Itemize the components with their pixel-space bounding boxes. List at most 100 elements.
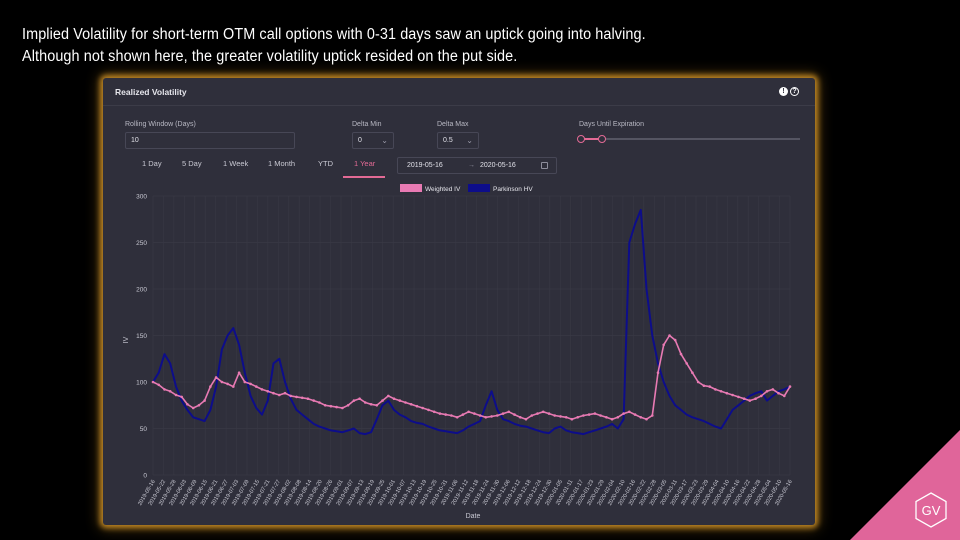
data-point-weighted-iv[interactable] xyxy=(398,399,402,402)
data-point-weighted-iv[interactable] xyxy=(352,399,356,402)
data-point-weighted-iv[interactable] xyxy=(163,388,166,391)
data-point-weighted-iv[interactable] xyxy=(364,401,367,404)
tab-1-year[interactable]: 1 Year xyxy=(354,159,376,168)
data-point-weighted-iv[interactable] xyxy=(323,404,327,407)
data-point-weighted-iv[interactable] xyxy=(513,413,516,416)
data-point-weighted-iv[interactable] xyxy=(444,413,448,416)
data-point-weighted-iv[interactable] xyxy=(622,412,625,415)
data-point-weighted-iv[interactable] xyxy=(748,399,752,402)
data-point-weighted-iv[interactable] xyxy=(157,383,160,387)
data-point-weighted-iv[interactable] xyxy=(237,371,241,375)
days-slider-handle-min[interactable] xyxy=(577,135,585,143)
series-line-weighted-iv[interactable] xyxy=(152,334,791,421)
info-icon[interactable]: ! xyxy=(779,87,788,96)
data-point-weighted-iv[interactable] xyxy=(455,416,459,419)
data-point-weighted-iv[interactable] xyxy=(576,416,579,419)
data-point-weighted-iv[interactable] xyxy=(335,405,338,409)
date-range-picker[interactable]: 2019-05-16 → 2020-05-16 xyxy=(397,157,557,174)
data-point-weighted-iv[interactable] xyxy=(191,406,195,410)
data-point-weighted-iv[interactable] xyxy=(564,416,568,419)
data-point-weighted-iv[interactable] xyxy=(260,388,264,391)
data-point-weighted-iv[interactable] xyxy=(536,412,539,415)
data-point-weighted-iv[interactable] xyxy=(702,384,706,388)
data-point-weighted-iv[interactable] xyxy=(501,412,505,415)
data-point-weighted-iv[interactable] xyxy=(691,371,694,375)
data-point-weighted-iv[interactable] xyxy=(645,417,648,421)
data-point-weighted-iv[interactable] xyxy=(318,401,321,404)
help-icon[interactable]: ? xyxy=(790,87,799,96)
data-point-weighted-iv[interactable] xyxy=(553,414,556,417)
tab-1-week[interactable]: 1 Week xyxy=(223,159,249,168)
data-point-weighted-iv[interactable] xyxy=(656,371,660,375)
data-point-weighted-iv[interactable] xyxy=(168,390,172,393)
tab-1-day[interactable]: 1 Day xyxy=(142,159,162,168)
data-point-weighted-iv[interactable] xyxy=(519,416,522,419)
data-point-weighted-iv[interactable] xyxy=(461,413,465,416)
data-point-weighted-iv[interactable] xyxy=(421,406,425,410)
data-point-weighted-iv[interactable] xyxy=(438,412,442,415)
tab-ytd[interactable]: YTD xyxy=(318,159,333,168)
data-point-weighted-iv[interactable] xyxy=(341,406,344,410)
data-point-weighted-iv[interactable] xyxy=(174,393,178,397)
data-point-weighted-iv[interactable] xyxy=(765,390,769,393)
data-point-weighted-iv[interactable] xyxy=(467,410,470,414)
data-point-weighted-iv[interactable] xyxy=(306,397,310,401)
data-point-weighted-iv[interactable] xyxy=(312,399,315,402)
data-point-weighted-iv[interactable] xyxy=(214,376,218,379)
legend-label-parkinson-hv[interactable]: Parkinson HV xyxy=(493,186,533,193)
data-point-weighted-iv[interactable] xyxy=(220,380,224,384)
data-point-weighted-iv[interactable] xyxy=(496,414,499,417)
data-point-weighted-iv[interactable] xyxy=(628,410,631,414)
rolling-window-input[interactable]: 10 xyxy=(125,132,295,149)
data-point-weighted-iv[interactable] xyxy=(639,416,643,419)
data-point-weighted-iv[interactable] xyxy=(679,352,683,356)
data-point-weighted-iv[interactable] xyxy=(668,334,671,337)
data-point-weighted-iv[interactable] xyxy=(599,414,602,417)
data-point-weighted-iv[interactable] xyxy=(432,410,436,414)
data-point-weighted-iv[interactable] xyxy=(530,414,534,417)
data-point-weighted-iv[interactable] xyxy=(409,403,413,406)
data-point-weighted-iv[interactable] xyxy=(375,404,379,407)
data-point-weighted-iv[interactable] xyxy=(180,395,183,399)
data-point-weighted-iv[interactable] xyxy=(685,362,688,365)
data-point-weighted-iv[interactable] xyxy=(329,404,333,408)
data-point-weighted-iv[interactable] xyxy=(266,390,270,393)
tab-1-month[interactable]: 1 Month xyxy=(268,159,296,168)
data-point-weighted-iv[interactable] xyxy=(788,385,792,388)
data-point-weighted-iv[interactable] xyxy=(633,413,637,416)
data-point-weighted-iv[interactable] xyxy=(289,394,292,398)
data-point-weighted-iv[interactable] xyxy=(249,382,252,386)
data-point-weighted-iv[interactable] xyxy=(737,395,740,399)
data-point-weighted-iv[interactable] xyxy=(186,403,189,406)
data-point-weighted-iv[interactable] xyxy=(719,390,723,393)
data-point-weighted-iv[interactable] xyxy=(714,388,717,391)
date-start[interactable]: 2019-05-16 xyxy=(407,162,443,169)
data-point-weighted-iv[interactable] xyxy=(283,391,287,395)
data-point-weighted-iv[interactable] xyxy=(760,394,763,398)
data-point-weighted-iv[interactable] xyxy=(300,396,304,400)
data-point-weighted-iv[interactable] xyxy=(484,416,488,419)
data-point-weighted-iv[interactable] xyxy=(673,338,677,342)
data-point-weighted-iv[interactable] xyxy=(369,403,373,406)
data-point-weighted-iv[interactable] xyxy=(662,343,665,347)
data-point-weighted-iv[interactable] xyxy=(524,417,528,421)
date-end[interactable]: 2020-05-16 xyxy=(480,162,516,169)
data-point-weighted-iv[interactable] xyxy=(346,404,350,407)
data-point-weighted-iv[interactable] xyxy=(197,404,201,407)
data-point-weighted-iv[interactable] xyxy=(696,380,700,384)
data-point-weighted-iv[interactable] xyxy=(478,414,482,417)
data-point-weighted-iv[interactable] xyxy=(203,399,206,402)
data-point-weighted-iv[interactable] xyxy=(209,385,212,388)
series-line-parkinson-hv[interactable] xyxy=(152,208,791,436)
data-point-weighted-iv[interactable] xyxy=(593,412,597,415)
data-point-weighted-iv[interactable] xyxy=(771,388,775,391)
data-point-weighted-iv[interactable] xyxy=(777,391,780,395)
data-point-weighted-iv[interactable] xyxy=(404,401,407,404)
delta-min-select[interactable]: 0 ⌄ xyxy=(352,132,394,149)
data-point-weighted-iv[interactable] xyxy=(731,393,734,397)
data-point-weighted-iv[interactable] xyxy=(587,413,591,416)
data-point-weighted-iv[interactable] xyxy=(226,382,229,386)
data-point-weighted-iv[interactable] xyxy=(295,395,298,399)
calendar-icon[interactable] xyxy=(541,162,548,169)
data-point-weighted-iv[interactable] xyxy=(616,416,620,419)
